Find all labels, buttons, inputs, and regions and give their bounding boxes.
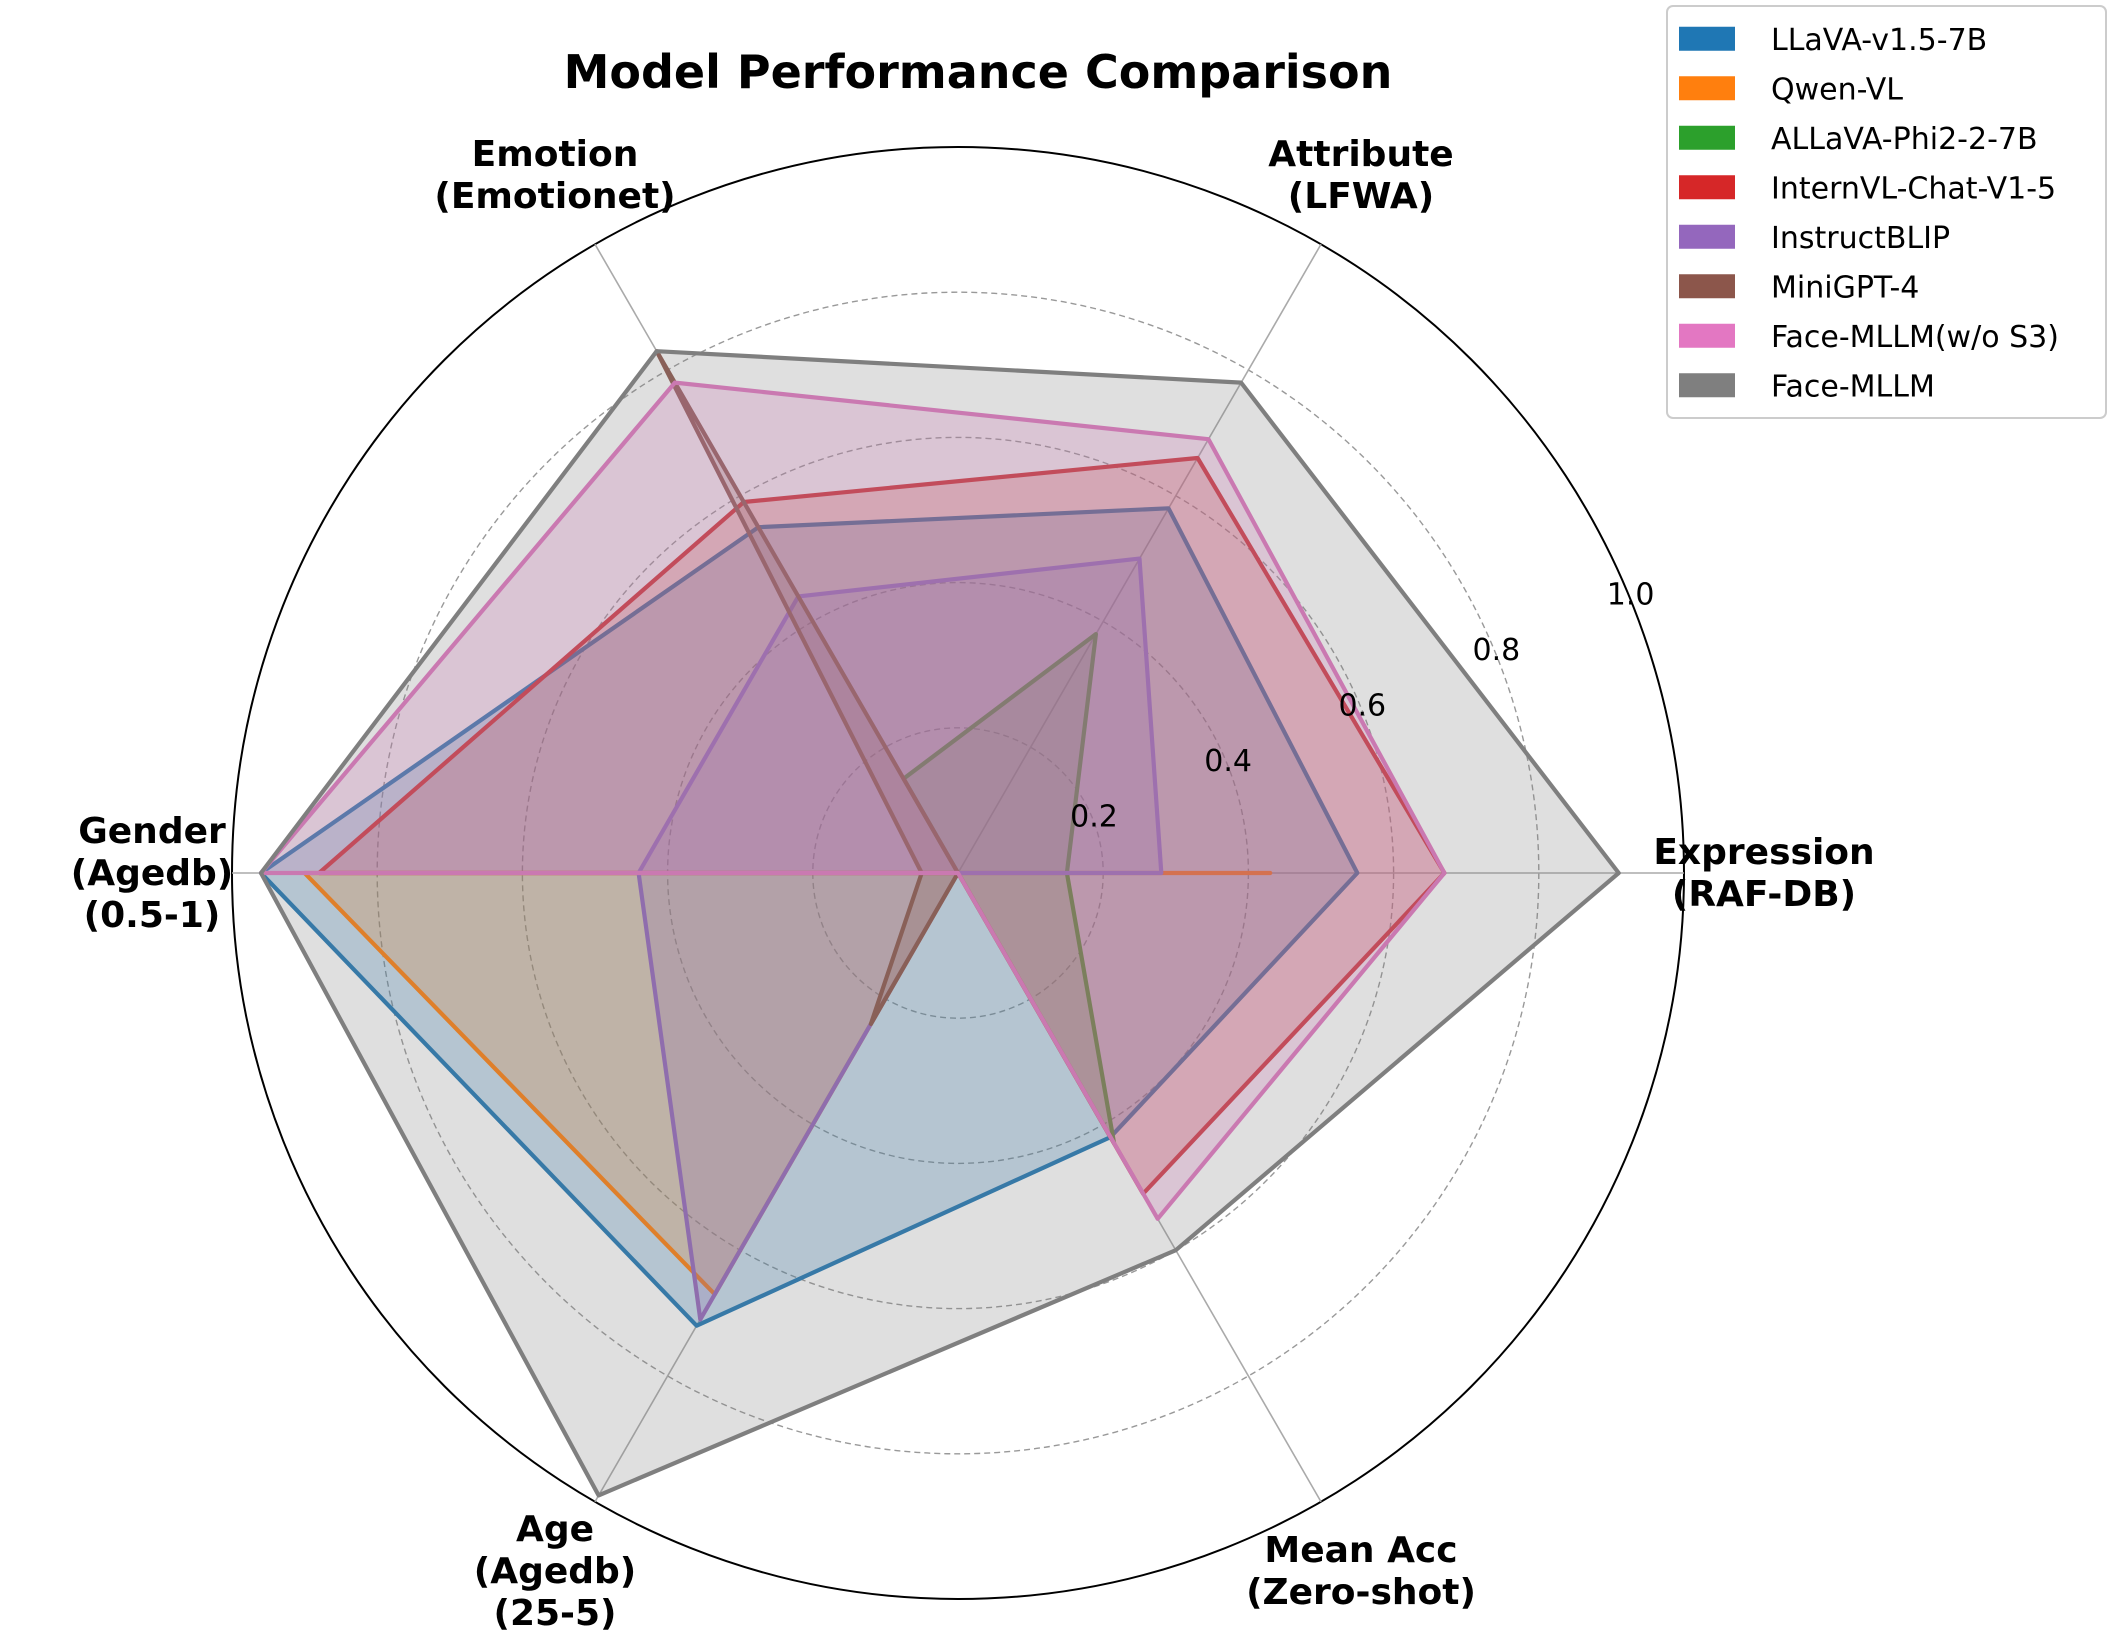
- legend-label-1: LLaVA-v1.5-7B: [1771, 23, 1987, 58]
- legend-swatch-7: [1679, 323, 1735, 348]
- tick-label-5: 1.0: [1607, 577, 1655, 612]
- legend-label-2: Qwen-VL: [1771, 72, 1903, 107]
- tick-label-1: 0.2: [1070, 800, 1118, 835]
- series-fill-1: [261, 508, 1358, 1326]
- radar-series: [258, 349, 1621, 1498]
- axis-label-2: Attribute (LFWA): [1268, 134, 1453, 217]
- chart-title: Model Performance Comparison: [564, 45, 1393, 99]
- legend-label-8: Face-MLLM: [1771, 369, 1935, 404]
- legend-box: [1666, 5, 2107, 419]
- axis-label-6: Mean Acc (Zero-shot): [1246, 1530, 1476, 1613]
- series-fill-2: [304, 873, 1271, 1295]
- tick-label-2: 0.4: [1204, 744, 1252, 779]
- tick-label-4: 0.8: [1473, 633, 1521, 668]
- tick-label-3: 0.6: [1338, 689, 1386, 724]
- series-fill-8: [261, 351, 1619, 1496]
- axis-labels: Expression (RAF-DB) Attribute (LFWA) Emotion…: [71, 134, 1875, 1634]
- legend-label-5: InstructBLIP: [1771, 221, 1950, 256]
- series-fill-3: [903, 634, 1115, 1144]
- axis-label-1: Expression (RAF-DB): [1653, 832, 1874, 915]
- series-fill-7: [261, 382, 1445, 1219]
- radial-tick-labels: 0.2 0.4 0.6 0.8 1.0: [1070, 577, 1654, 834]
- legend-label-3: ALLaVA-Phi2-2-7B: [1771, 122, 2038, 157]
- legend-swatch-1: [1679, 26, 1735, 51]
- series-fill-4: [319, 458, 1445, 1194]
- axis-label-5: Age (Agedb) (25-5): [474, 1509, 637, 1634]
- legend-swatch-6: [1679, 274, 1735, 299]
- legend-swatch-5: [1679, 224, 1735, 249]
- axis-label-3: Emotion (Emotionet): [434, 134, 675, 217]
- legend-label-7: Face-MLLM(w/o S3): [1771, 320, 2059, 355]
- axis-label-4: Gender (Agedb) (0.5-1): [71, 811, 234, 936]
- legend-swatch-3: [1679, 125, 1735, 150]
- series-line-8: [258, 349, 1621, 1498]
- legend-swatch-2: [1679, 76, 1735, 101]
- legend-swatch-4: [1679, 175, 1735, 200]
- legend-label-6: MiniGPT-4: [1771, 270, 1919, 305]
- legend-label-4: InternVL-Chat-V1-5: [1771, 171, 2056, 206]
- legend-swatch-8: [1679, 373, 1735, 398]
- legend: LLaVA-v1.5-7B Qwen-VL ALLaVA-Phi2-2-7B Inte…: [1666, 5, 2107, 419]
